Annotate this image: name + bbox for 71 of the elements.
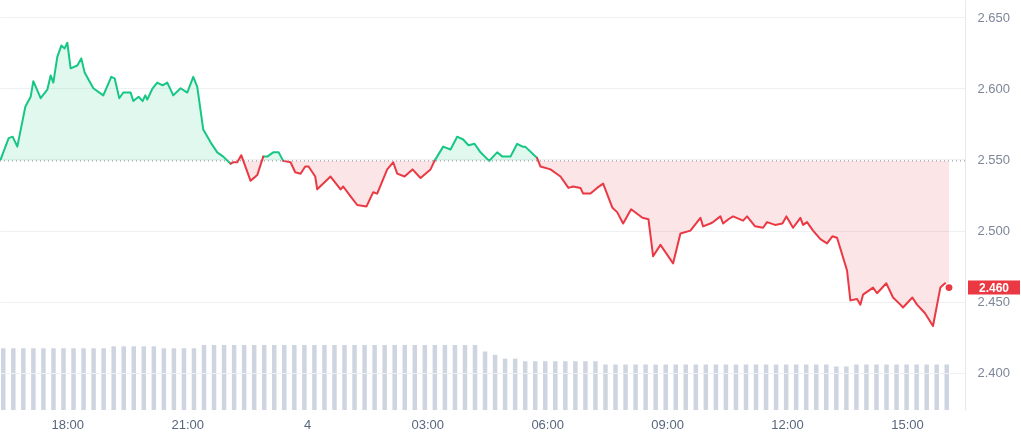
bar — [302, 345, 307, 410]
bar — [864, 364, 869, 410]
bar — [21, 348, 26, 410]
bar — [312, 345, 317, 410]
bar — [914, 364, 919, 410]
x-tick-label: 21:00 — [171, 416, 205, 432]
bar — [874, 364, 879, 410]
x-tick-label: 4 — [304, 416, 312, 432]
x-tick-label: 03:00 — [411, 416, 444, 432]
y-tick-label: 2.450 — [977, 294, 1011, 310]
y-tick-label: 2.550 — [977, 151, 1011, 167]
bar — [372, 345, 377, 410]
bar — [392, 345, 397, 410]
bar — [593, 361, 598, 410]
bar — [603, 364, 608, 410]
bar — [613, 364, 618, 410]
bar — [854, 364, 859, 410]
bar — [11, 348, 16, 410]
bar — [81, 348, 86, 410]
bar — [663, 364, 668, 410]
y-tick-label: 2.600 — [977, 80, 1011, 96]
bar — [944, 364, 949, 410]
bar — [272, 345, 277, 410]
bar — [824, 364, 829, 410]
x-tick-label: 18:00 — [51, 416, 85, 432]
bar — [844, 366, 849, 410]
bar — [884, 364, 889, 410]
x-tick-label: 12:00 — [771, 416, 804, 432]
bar — [31, 348, 36, 410]
bar — [91, 348, 96, 410]
bar — [543, 361, 548, 410]
bar — [1, 348, 6, 410]
bar — [41, 348, 46, 410]
bar — [131, 346, 136, 410]
bar — [61, 348, 66, 410]
bar — [111, 346, 116, 410]
bar — [643, 364, 648, 410]
bar — [573, 361, 578, 410]
bar — [563, 361, 568, 410]
bar — [553, 361, 558, 410]
bar — [894, 364, 899, 410]
x-tick-label: 15:00 — [891, 416, 924, 432]
bar — [653, 364, 658, 410]
bar — [814, 364, 819, 410]
bar — [904, 364, 909, 410]
bar — [362, 345, 367, 410]
bar — [834, 366, 839, 410]
x-tick-label: 06:00 — [531, 416, 564, 432]
bar — [352, 345, 357, 410]
bar — [51, 348, 56, 410]
bar — [583, 361, 588, 410]
y-tick-label: 2.500 — [977, 223, 1011, 239]
bar — [382, 345, 387, 410]
y-tick-label: 2.400 — [977, 365, 1011, 381]
bar — [292, 345, 297, 410]
bar — [934, 364, 939, 410]
bar — [332, 345, 337, 410]
bar — [673, 364, 678, 410]
bar — [633, 364, 638, 410]
bar — [71, 348, 76, 410]
annotation: 2.460 — [978, 281, 1010, 296]
y-tick-label: 2.650 — [977, 9, 1011, 25]
bar — [924, 364, 929, 410]
bar — [623, 364, 628, 410]
bar — [322, 345, 327, 410]
bar — [121, 346, 126, 410]
bar — [101, 348, 106, 410]
bar — [342, 345, 347, 410]
bar — [282, 345, 287, 410]
x-tick-label: 09:00 — [651, 416, 684, 432]
bar — [402, 345, 407, 410]
